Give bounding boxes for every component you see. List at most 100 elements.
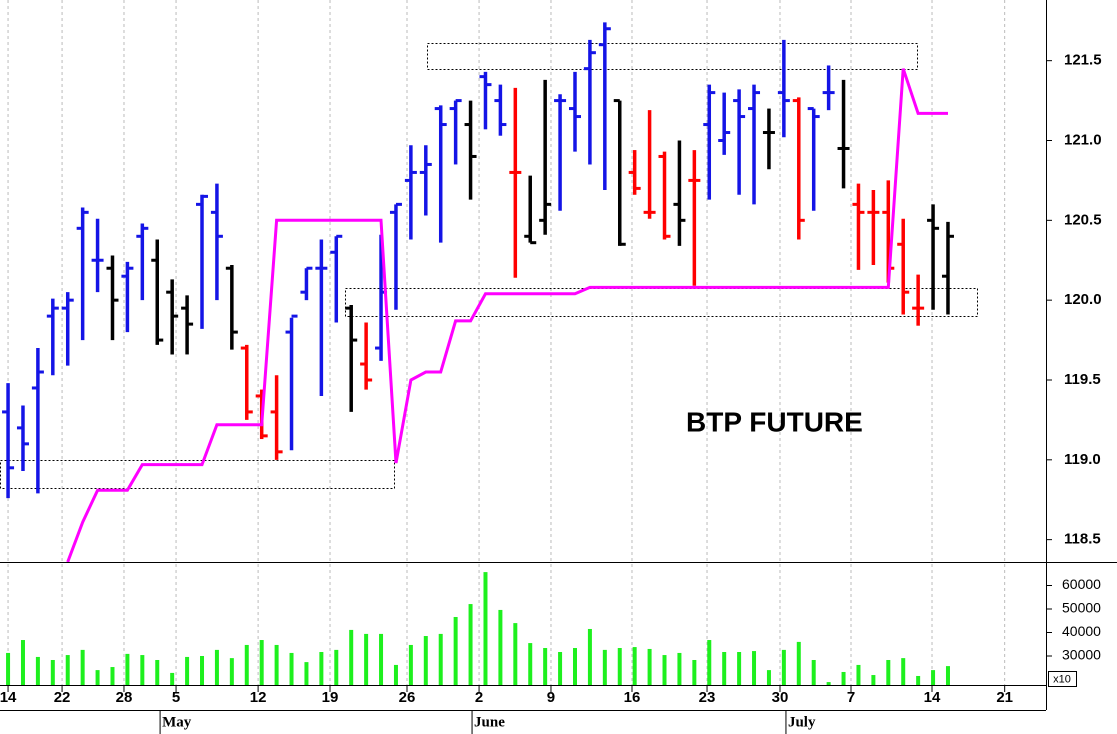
- x-tick-label: 30: [772, 689, 789, 706]
- volume-bar: [692, 659, 697, 685]
- volume-bar: [602, 649, 607, 685]
- range-box: [0, 460, 395, 489]
- volume-bar: [453, 616, 458, 685]
- volume-bar: [856, 664, 861, 685]
- volume-bar: [528, 643, 533, 685]
- volume-bar: [304, 662, 309, 685]
- volume-bar: [50, 659, 55, 685]
- month-label: July: [788, 714, 816, 730]
- volume-bar: [781, 649, 786, 685]
- volume-bar: [572, 648, 577, 685]
- volume-bar: [737, 652, 742, 685]
- volume-bar: [916, 675, 921, 685]
- volume-bar: [140, 655, 145, 685]
- x-tick-label: 14: [0, 689, 17, 706]
- x-tick-label: 7: [847, 689, 855, 706]
- volume-bar: [558, 652, 563, 685]
- volume-bar: [408, 644, 413, 685]
- volume-bar: [498, 609, 503, 685]
- x-tick-label: 12: [250, 689, 267, 706]
- volume-bar: [901, 658, 906, 685]
- volume-bar: [95, 670, 100, 685]
- x-tick-label: 28: [116, 689, 133, 706]
- volume-bar: [35, 656, 40, 685]
- y-tick-label: 40000: [1062, 623, 1101, 639]
- volume-bar: [513, 623, 518, 685]
- volume-bar: [214, 649, 219, 685]
- marks: [2, 22, 954, 685]
- volume-bar: [722, 652, 727, 685]
- volume-bar: [170, 672, 175, 685]
- y-tick-label: 120.5: [1064, 211, 1102, 228]
- volume-bar: [826, 682, 831, 685]
- x-tick-label: 5: [172, 689, 180, 706]
- volume-bar: [662, 655, 667, 685]
- volume-bar: [587, 628, 592, 685]
- volume-bar: [379, 633, 384, 685]
- volume-bar: [125, 653, 130, 685]
- x-tick-label: 14: [924, 689, 941, 706]
- y-tick-label: 60000: [1062, 576, 1101, 592]
- volume-bar: [393, 664, 398, 685]
- volume-bar: [319, 652, 324, 685]
- support-line: [66, 68, 948, 563]
- volume-bar: [229, 658, 234, 685]
- volume-bar: [200, 656, 205, 685]
- volume-bar: [766, 670, 771, 685]
- volume-multiplier: x10: [1053, 673, 1071, 685]
- volume-bar: [20, 640, 25, 685]
- volume-bar: [334, 649, 339, 685]
- y-tick-label: 121.0: [1064, 131, 1102, 148]
- y-tick-label: 119.5: [1064, 371, 1101, 388]
- y-tick-label: 119.0: [1064, 451, 1101, 468]
- annotation: BTP FUTURE: [686, 406, 863, 437]
- volume-bar: [543, 648, 548, 685]
- x-tick-label: 21: [996, 689, 1013, 706]
- volume-bar: [468, 604, 473, 685]
- volume-bar: [707, 640, 712, 685]
- month-label: June: [474, 714, 505, 730]
- x-tick-label: 26: [399, 689, 416, 706]
- x-tick-label: 9: [547, 689, 555, 706]
- volume-bar: [752, 651, 757, 685]
- x-tick-label: 23: [699, 689, 716, 706]
- x-tick-label: 16: [624, 689, 641, 706]
- volume-bar: [65, 655, 70, 685]
- volume-bar: [6, 652, 11, 685]
- volume-bar: [677, 652, 682, 685]
- volume-bar: [796, 641, 801, 685]
- volume-bar: [811, 659, 816, 685]
- volume-bar: [632, 647, 637, 685]
- y-tick-label: 50000: [1062, 600, 1101, 616]
- y-tick-label: 30000: [1062, 647, 1101, 663]
- volume-bar: [423, 636, 428, 685]
- volume-bar: [886, 659, 891, 685]
- x-tick-label: 2: [475, 689, 483, 706]
- volume-bar: [945, 666, 950, 685]
- volume-bar: [931, 670, 936, 685]
- volume-bar: [289, 652, 294, 685]
- volume-bar: [259, 640, 264, 685]
- volume-bar: [244, 644, 249, 685]
- volume-bar: [110, 667, 115, 685]
- y-tick-label: 120.0: [1064, 291, 1102, 308]
- volume-bar: [871, 675, 876, 685]
- volume-bar: [364, 633, 369, 685]
- volume-bar: [274, 644, 279, 685]
- y-tick-label: 118.5: [1064, 531, 1101, 548]
- volume-bar: [349, 629, 354, 685]
- volume-bar: [483, 572, 488, 685]
- range-box: [427, 43, 918, 70]
- x-tick-label: 22: [54, 689, 71, 706]
- volume-bar: [80, 649, 85, 685]
- multiplier-box: [1048, 671, 1077, 687]
- month-label: May: [162, 714, 192, 730]
- volume-bar: [617, 648, 622, 685]
- volume-bar: [155, 659, 160, 685]
- volume-bar: [647, 648, 652, 685]
- y-tick-label: 121.5: [1064, 52, 1102, 69]
- x-tick-label: 19: [322, 689, 339, 706]
- volume-bar: [438, 633, 443, 685]
